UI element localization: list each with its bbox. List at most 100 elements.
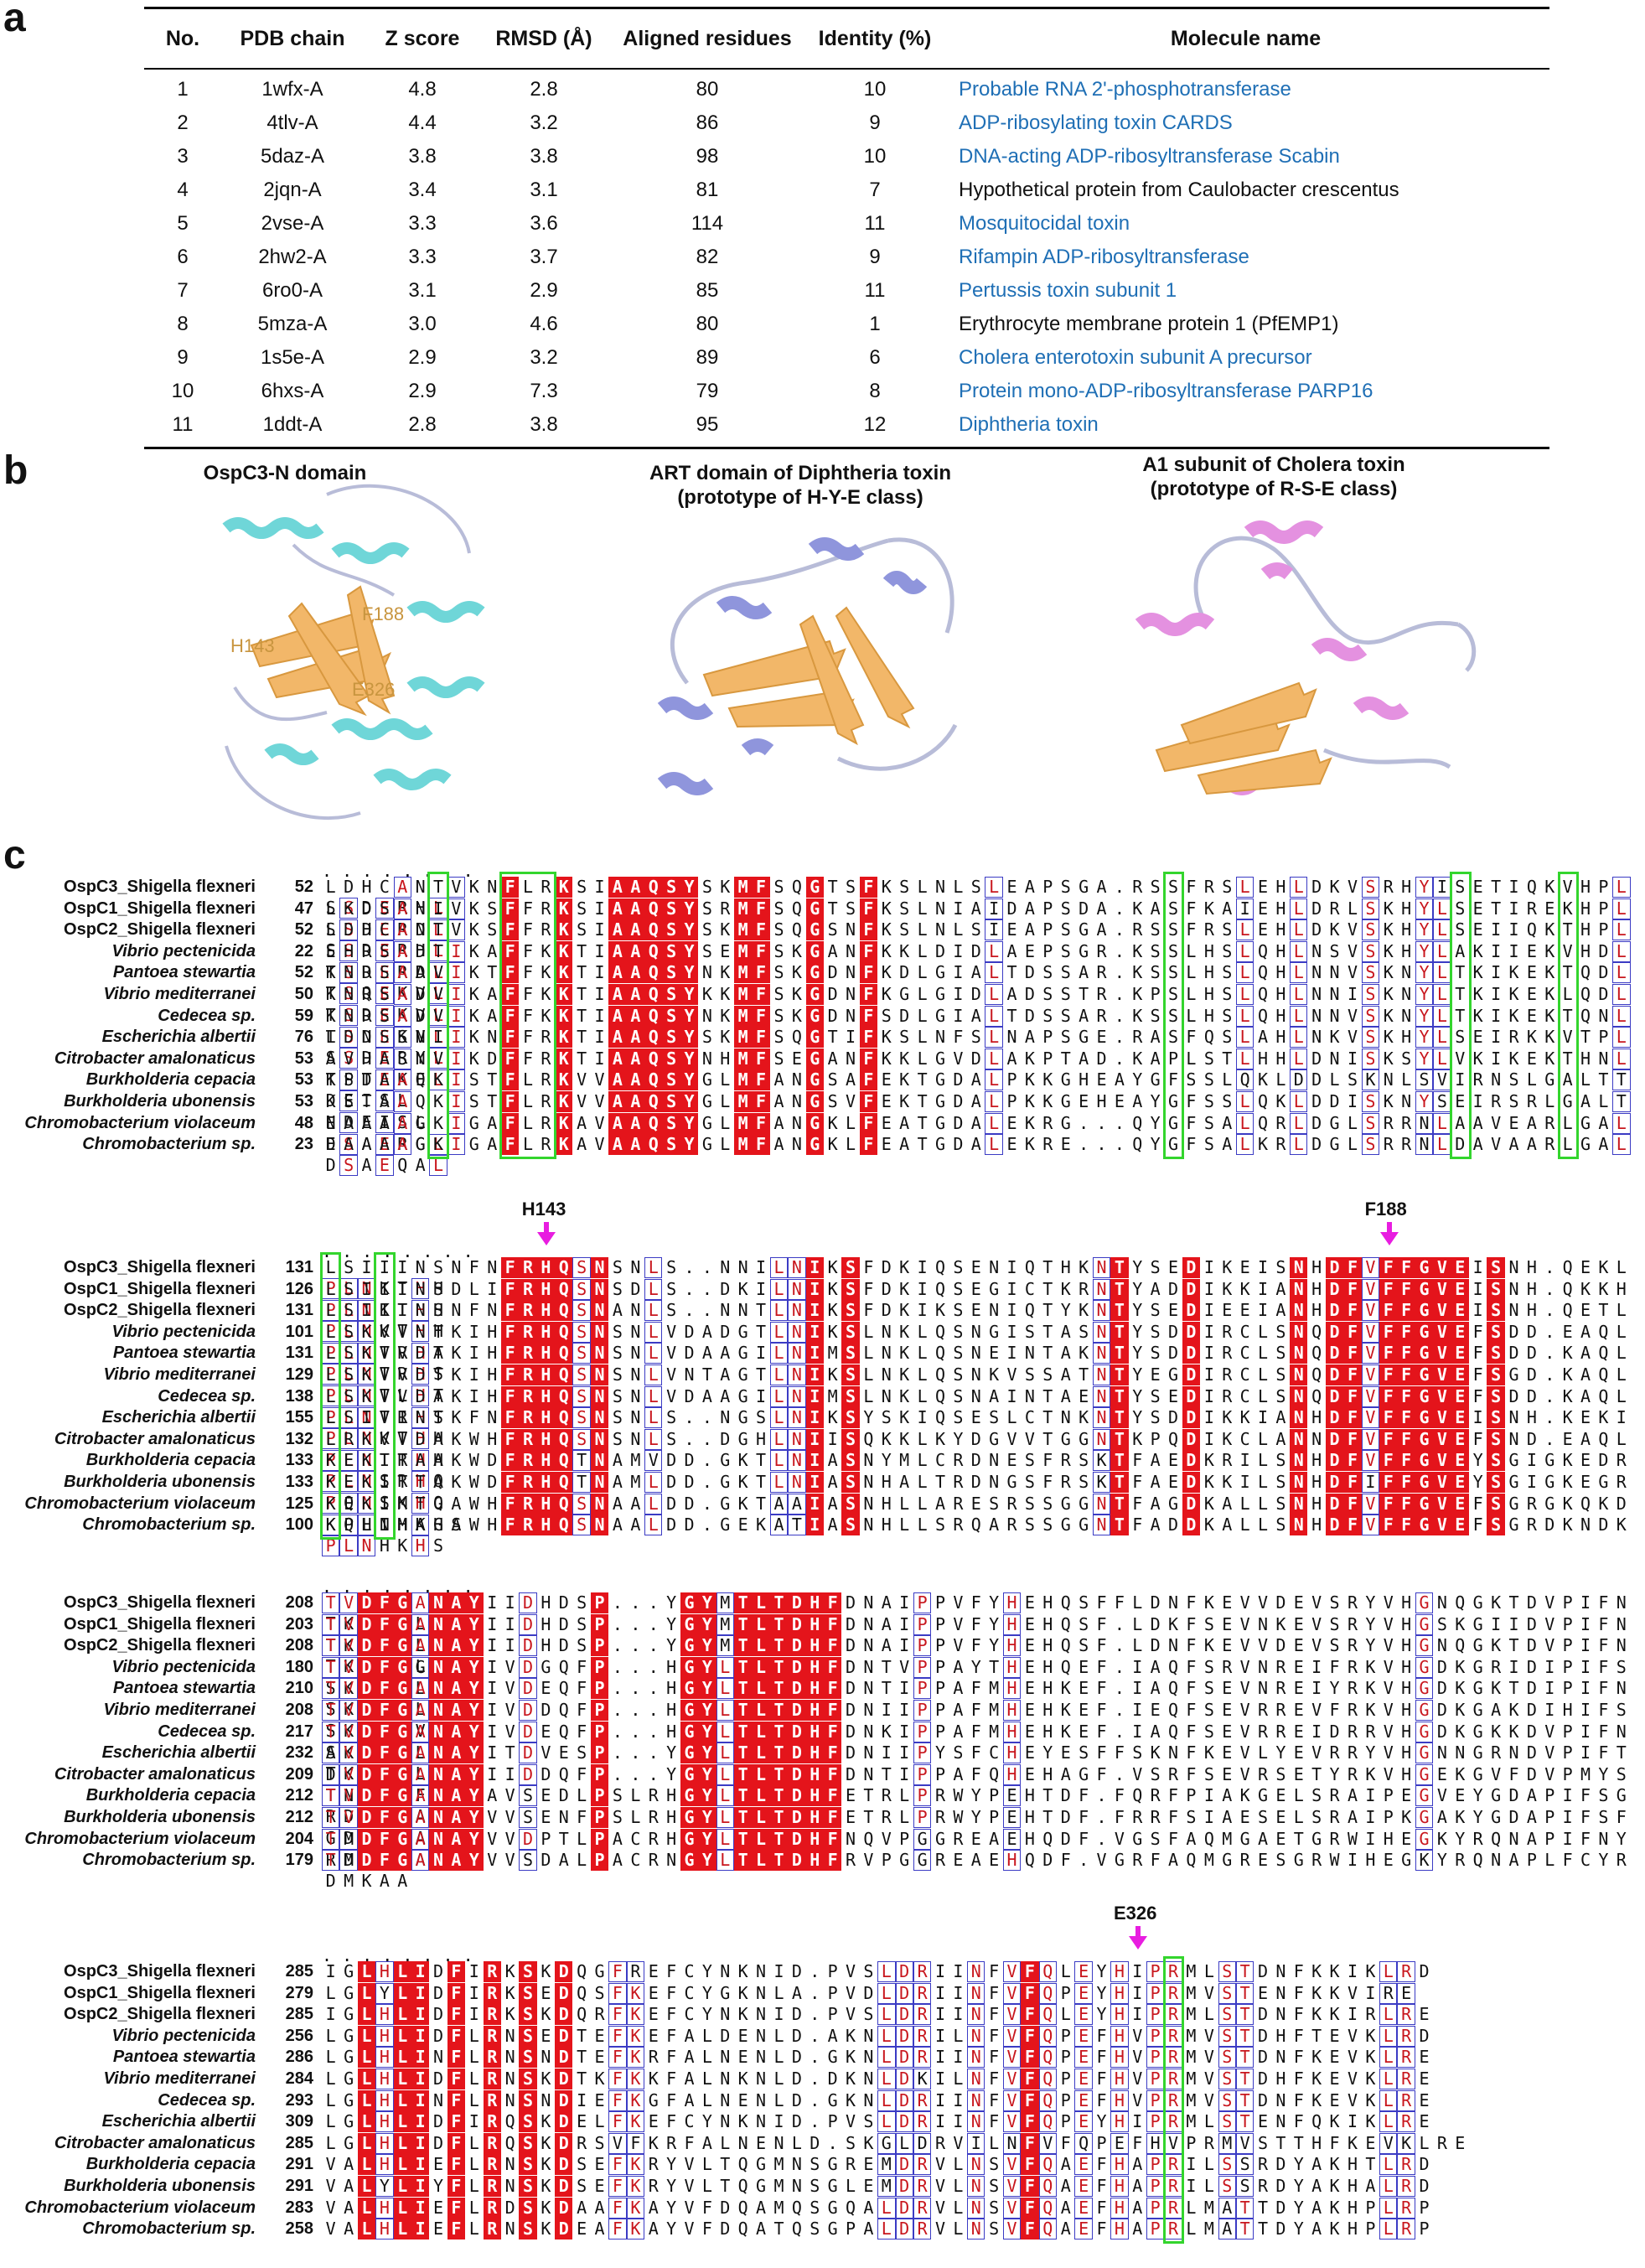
table-row: 2 4tlv-A 4.4 3.2 86 9 ADP-ribosylating toxin C…	[144, 106, 1549, 140]
sequence-start-position: 59	[294, 1006, 313, 1025]
species-name: Citrobacter amalonaticus	[54, 1049, 256, 1068]
molecule-name-link[interactable]: Diphtheria toxin	[959, 413, 1099, 436]
row-rmsd: 4.6	[530, 313, 558, 335]
alignment-row: Vibrio pectenicida 180 T V D F G G N A Y I V D G Q F P...…	[0, 1656, 1645, 1698]
molecule-name-link[interactable]: Cholera enterotoxin subunit A precursor	[959, 346, 1312, 369]
row-aligned-residues: 80	[696, 78, 719, 101]
row-rmsd: 3.8	[530, 145, 558, 168]
structure-title-cholera: A1 subunit of Cholera toxin (prototype o…	[1142, 453, 1405, 500]
structural-homologs-table: No. PDB chain Z score RMSD (Å) Aligned r…	[144, 7, 1549, 449]
alignment-row: Cedecea sp. 138 L S K V V D A K I H F R H Q S N S N L V D A A G I L…	[0, 1385, 1645, 1428]
row-identity: 1	[869, 313, 881, 335]
row-rmsd: 7.3	[530, 380, 558, 402]
alignment-row: OspC2_Shigella flexneri 285 I G L H L I D F I R K S K D…	[0, 2004, 1645, 2026]
row-aligned-residues: 89	[696, 346, 719, 369]
residue-arrow	[1129, 1936, 1147, 1950]
table-row: 8 5mza-A 3.0 4.6 80 1 Erythrocyte membrane pro…	[144, 308, 1549, 341]
species-name: Burkholderia ubonensis	[64, 1473, 256, 1491]
species-name: OspC2_Shigella flexneri	[64, 920, 256, 940]
sequence-start-position: 126	[285, 1279, 313, 1298]
header-rmsd: RMSD (Å)	[495, 26, 592, 50]
species-name: OspC3_Shigella flexneri	[64, 1258, 256, 1276]
sequence-start-position: 133	[285, 1473, 313, 1491]
sequence-start-position: 256	[285, 2026, 313, 2045]
highlight-box	[1450, 872, 1472, 1159]
alignment-row: Pantoea stewartia 286 L G L H L I N F L R N S N D T E F K R F…	[0, 2047, 1645, 2069]
alignment-row: OspC3_Shigella flexneri 208 T V D F G A N A Y I I D H D…	[0, 1592, 1645, 1634]
header-z-score: Z score	[385, 26, 460, 50]
species-name: Vibrio mediterranei	[103, 985, 256, 1003]
molecule-name-link[interactable]: Probable RNA 2'-phosphotransferase	[959, 78, 1291, 101]
highlight-box	[1162, 1956, 1185, 2244]
row-identity: 8	[869, 380, 881, 402]
ospc3-structure-image: H143 F188 E326	[222, 484, 485, 821]
molecule-name-link[interactable]: Mosquitocidal toxin	[959, 212, 1130, 235]
row-rmsd: 3.2	[530, 111, 558, 134]
table-row: 7 6ro0-A 3.1 2.9 85 11 Pertussis toxin subunit…	[144, 274, 1549, 308]
row-aligned-residues: 98	[696, 145, 719, 168]
residue-label-e326: E326	[352, 679, 395, 700]
sequence-start-position: 208	[285, 1701, 313, 1719]
row-molecule-name: Hypothetical protein from Caulobacter cr…	[959, 179, 1399, 201]
alignment-row: OspC2_Shigella flexneri 131 L S I I I N S N F N F R H Q…	[0, 1300, 1645, 1343]
sequence-start-position: 53	[294, 1092, 313, 1111]
species-name: Burkholderia ubonensis	[64, 2177, 256, 2195]
molecule-name-link[interactable]: DNA-acting ADP-ribosyltransferase Scabin	[959, 145, 1340, 168]
species-name: Chromobacterium violaceum	[24, 1494, 256, 1513]
sequence-start-position: 52	[294, 920, 313, 940]
alignment-row: Chromobacterium violaceum 283 V A L H L I E F L R D S…	[0, 2197, 1645, 2219]
sequence-start-position: 285	[285, 1962, 313, 1981]
panel-label-c: c	[3, 833, 26, 878]
row-aligned-residues: 85	[696, 279, 719, 302]
highlight-box	[427, 872, 449, 1159]
table-row: 10 6hxs-A 2.9 7.3 79 8 Protein mono-ADP-ribosy…	[144, 375, 1549, 408]
species-name: Vibrio pectenicida	[111, 1657, 256, 1676]
species-name: Vibrio mediterranei	[103, 1365, 256, 1384]
species-name: Chromobacterium violaceum	[24, 1113, 256, 1132]
alignment-row: Burkholderia cepacia 291 V A L H L I E F L R N S K D S E F…	[0, 2154, 1645, 2176]
header-molecule-name: Molecule name	[1170, 26, 1322, 50]
molecule-name-link[interactable]: Rifampin ADP-ribosyltransferase	[959, 246, 1249, 268]
alignment-row: Vibrio mediterranei 50 K N R S A D V I K A F F K K T I A A Q…	[0, 984, 1645, 1026]
alignment-row: OspC3_Shigella flexneri 285 I G L H L I D F I R K S K D…	[0, 1961, 1645, 1982]
row-identity: 11	[864, 212, 886, 235]
sequence-start-position: 47	[294, 898, 313, 918]
row-aligned-residues: 81	[696, 179, 719, 201]
row-z-score: 2.9	[408, 346, 437, 369]
alignment-row: Chromobacterium sp. 179 T M D F G A N A Y V V S D A L P A C…	[0, 1850, 1645, 1891]
species-name: Burkholderia ubonensis	[64, 1808, 256, 1826]
highlight-box	[499, 872, 557, 1159]
row-z-score: 3.4	[408, 179, 437, 201]
molecule-name-link[interactable]: Protein mono-ADP-ribosyltransferase PARP…	[959, 380, 1373, 402]
row-identity: 9	[869, 111, 881, 134]
row-pdb-chain: 2jqn-A	[263, 179, 322, 201]
sequence-start-position: 285	[285, 2133, 313, 2152]
sequence-start-position: 285	[285, 2005, 313, 2024]
header-no: No.	[165, 26, 200, 50]
species-name: OspC1_Shigella flexneri	[64, 1983, 256, 2002]
row-pdb-chain: 2vse-A	[261, 212, 324, 235]
species-name: Cedecea sp.	[158, 1722, 256, 1741]
sequence-start-position: 232	[285, 1743, 313, 1763]
table-row: 3 5daz-A 3.8 3.8 98 10 DNA-acting ADP-ribosylt…	[144, 140, 1549, 173]
sequence-start-position: 132	[285, 1429, 313, 1448]
sequence-start-position: 125	[285, 1494, 313, 1513]
molecule-name-link[interactable]: ADP-ribosylating toxin CARDS	[959, 111, 1233, 134]
molecule-name-link[interactable]: Pertussis toxin subunit 1	[959, 279, 1177, 302]
